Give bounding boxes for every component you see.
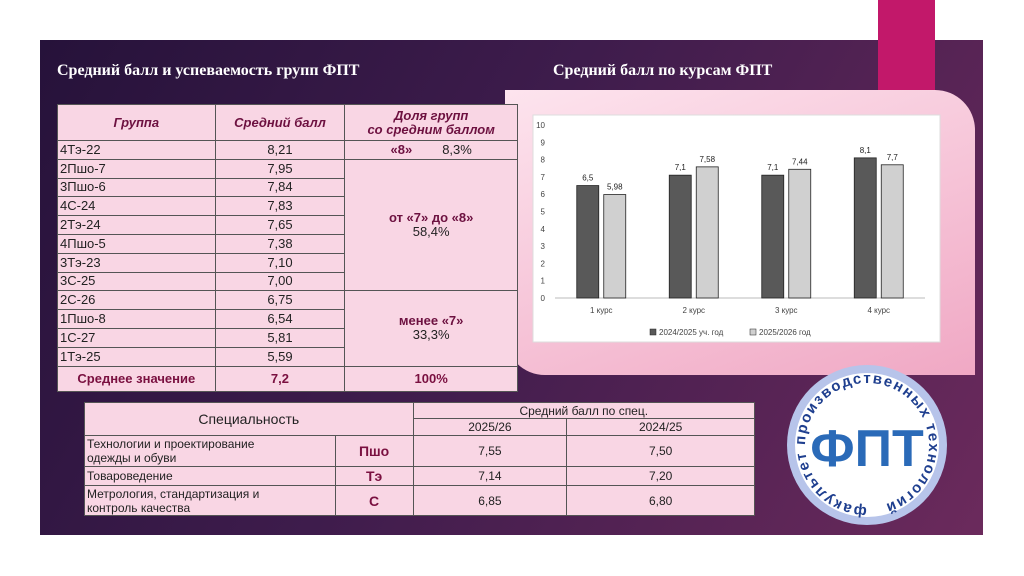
y-tick-label: 1 <box>541 277 546 286</box>
row: 3Пшо-6 7,84 <box>57 177 518 198</box>
x-tick-label: 1 курс <box>590 306 613 315</box>
cell: 7,50 <box>566 435 755 467</box>
accent-bar <box>878 0 935 90</box>
total: Среднее значение <box>57 365 216 392</box>
logo-letters: ФПТ <box>810 420 924 478</box>
value-label: 7,7 <box>887 153 899 162</box>
x-tick-label: 2 курс <box>682 306 705 315</box>
y-tick-label: 5 <box>541 208 546 217</box>
score: 7,84 <box>214 177 346 198</box>
spec-table: Специальность Средний балл по спец. 2025/… <box>84 402 756 516</box>
score: 7,83 <box>214 196 346 217</box>
score: 7,10 <box>214 252 346 273</box>
bar <box>761 174 785 299</box>
legend-swatch <box>649 328 657 336</box>
y-tick-label: 4 <box>541 225 546 234</box>
group: 3Пшо-6 <box>57 177 216 198</box>
group: 4С-24 <box>57 196 216 217</box>
bar <box>603 194 627 299</box>
chart-title: Средний балл по курсам ФПТ <box>553 62 773 79</box>
row: 1Тэ-25 5,59 <box>57 346 518 367</box>
header: Группа <box>57 104 216 141</box>
y-tick-label: 10 <box>536 121 545 130</box>
y-tick-label: 3 <box>541 242 546 251</box>
logo-inner <box>795 373 939 517</box>
groups-table: Группа Средний балл Доля групп со средним … <box>57 104 518 392</box>
share: от «7» до «8» 58,4% <box>344 158 518 292</box>
row: Технологии и проектирование одежды и обу… <box>84 435 755 467</box>
y-tick-label: 2 <box>541 259 546 268</box>
score: 7,38 <box>214 233 346 254</box>
bar <box>695 166 719 299</box>
row: Метрология, стандартизация и контроль ка… <box>84 485 755 516</box>
total: 7,2 <box>214 365 346 392</box>
value-label: 7,44 <box>792 157 808 166</box>
share-percent: 33,3% <box>412 327 450 343</box>
bar <box>880 164 904 299</box>
legend-label: 2025/2026 год <box>759 328 811 337</box>
value-label: 8,1 <box>860 146 872 155</box>
legend-swatch <box>749 328 757 336</box>
share: менее «7» 33,3% <box>344 290 518 367</box>
y-tick-label: 6 <box>541 190 546 199</box>
y-tick-label: 9 <box>541 138 546 147</box>
share-percent: 58,4% <box>412 224 450 240</box>
bar <box>853 157 877 299</box>
row: 1С-27 5,81 <box>57 327 518 348</box>
group: 4Пшо-5 <box>57 233 216 254</box>
value-label: 6,5 <box>582 174 594 183</box>
score: 7,95 <box>214 158 346 179</box>
cell: С <box>334 485 414 516</box>
row: 2Тэ-24 7,65 <box>57 215 518 235</box>
legend-label: 2024/2025 уч. год <box>659 328 724 337</box>
score: 7,65 <box>214 215 346 235</box>
y-tick-label: 7 <box>541 173 546 182</box>
x-tick-label: 4 курс <box>867 306 890 315</box>
left-title: Средний балл и успеваемость групп ФПТ <box>57 62 360 79</box>
row: 1Пшо-8 6,54 <box>57 309 518 329</box>
group: 2Тэ-24 <box>57 215 216 235</box>
row: 4Пшо-5 7,38 <box>57 233 518 254</box>
header: Доля групп со средним баллом <box>344 104 518 141</box>
cell: Метрология, стандартизация и контроль ка… <box>84 485 336 516</box>
cell: Технологии и проектирование одежды и обу… <box>84 435 336 467</box>
chart: 0 1 2 3 4 5 6 7 8 9 10 1 курс 6,5 5,98 2 курс 7,1 7,58 3 … <box>536 121 925 337</box>
y-tick-label: 8 <box>541 156 546 165</box>
y-tick-label: 0 <box>541 294 546 303</box>
value-label: 7,1 <box>675 163 687 172</box>
row: 3Тэ-23 7,10 <box>57 252 518 273</box>
value-label: 7,1 <box>767 163 779 172</box>
cell: 7,20 <box>566 466 755 486</box>
total: 100% <box>344 365 518 392</box>
bar <box>576 185 600 299</box>
bar <box>788 168 812 299</box>
header: Средний балл <box>214 104 346 141</box>
row: 4С-24 7,83 <box>57 196 518 217</box>
header: 2025/26 <box>412 418 568 436</box>
row: 2Пшо-7 7,95 от «7» до «8» 58,4% <box>57 158 518 292</box>
bar <box>668 174 692 299</box>
share-label: от «7» до «8» <box>388 210 474 226</box>
value-label: 5,98 <box>607 183 623 192</box>
score: 6,54 <box>214 309 346 329</box>
share-label: менее «7» <box>398 313 464 329</box>
group: 1С-27 <box>57 327 216 348</box>
total-row: Среднее значение 7,2 100% <box>57 365 518 392</box>
group: 4Тэ-22 <box>57 140 216 160</box>
row: Товароведение Тэ 7,14 7,20 <box>84 466 755 486</box>
value-label: 7,58 <box>699 155 715 164</box>
header: Средний балл по спец. <box>412 402 756 419</box>
cell: 6,80 <box>566 485 755 516</box>
share-label: «8» <box>390 141 413 157</box>
cell: 6,85 <box>412 485 568 516</box>
share-percent: 8,3% <box>442 141 472 157</box>
group: 2Пшо-7 <box>57 158 216 179</box>
row: 4Тэ-22 8,21 «8» 8,3% <box>57 140 518 160</box>
x-tick-label: 3 курс <box>775 306 798 315</box>
